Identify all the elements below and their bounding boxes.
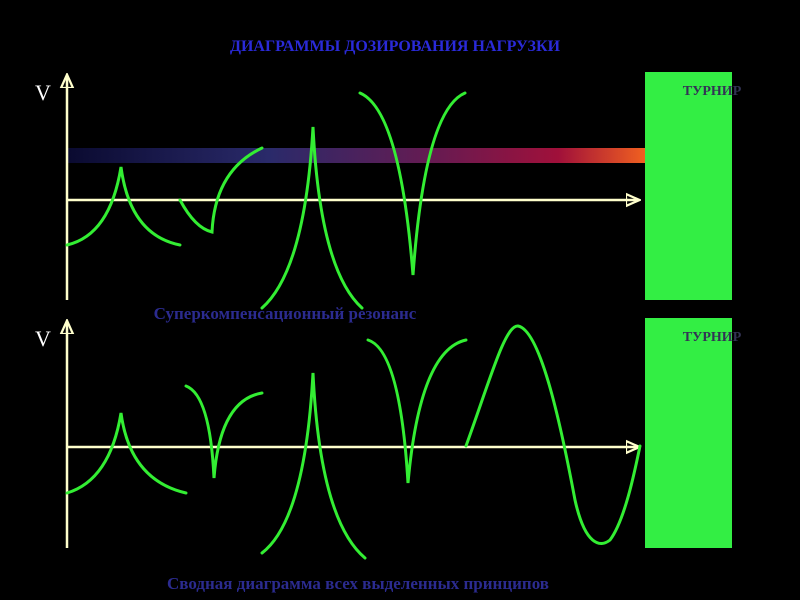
curve	[65, 412, 188, 495]
caption: Сводная диаграмма всех выделенных принци…	[167, 574, 549, 593]
curve	[260, 126, 364, 310]
caption: Суперкомпенсационный резонанс	[154, 304, 417, 323]
tournament-box	[645, 318, 732, 548]
box-label: ТУРНИР	[683, 84, 742, 99]
curve	[178, 146, 264, 234]
box-label: ТУРНИР	[683, 330, 742, 345]
curve	[464, 324, 642, 545]
curve	[260, 372, 367, 560]
curve	[358, 91, 467, 276]
axis-label: V	[35, 326, 51, 351]
axis-label: V	[35, 80, 51, 105]
curve	[65, 166, 182, 247]
gradient-band	[67, 148, 645, 163]
curve	[184, 384, 264, 479]
title: ДИАГРАММЫ ДОЗИРОВАНИЯ НАГРУЗКИ	[230, 38, 561, 55]
tournament-box	[645, 72, 732, 300]
curve	[366, 338, 468, 484]
